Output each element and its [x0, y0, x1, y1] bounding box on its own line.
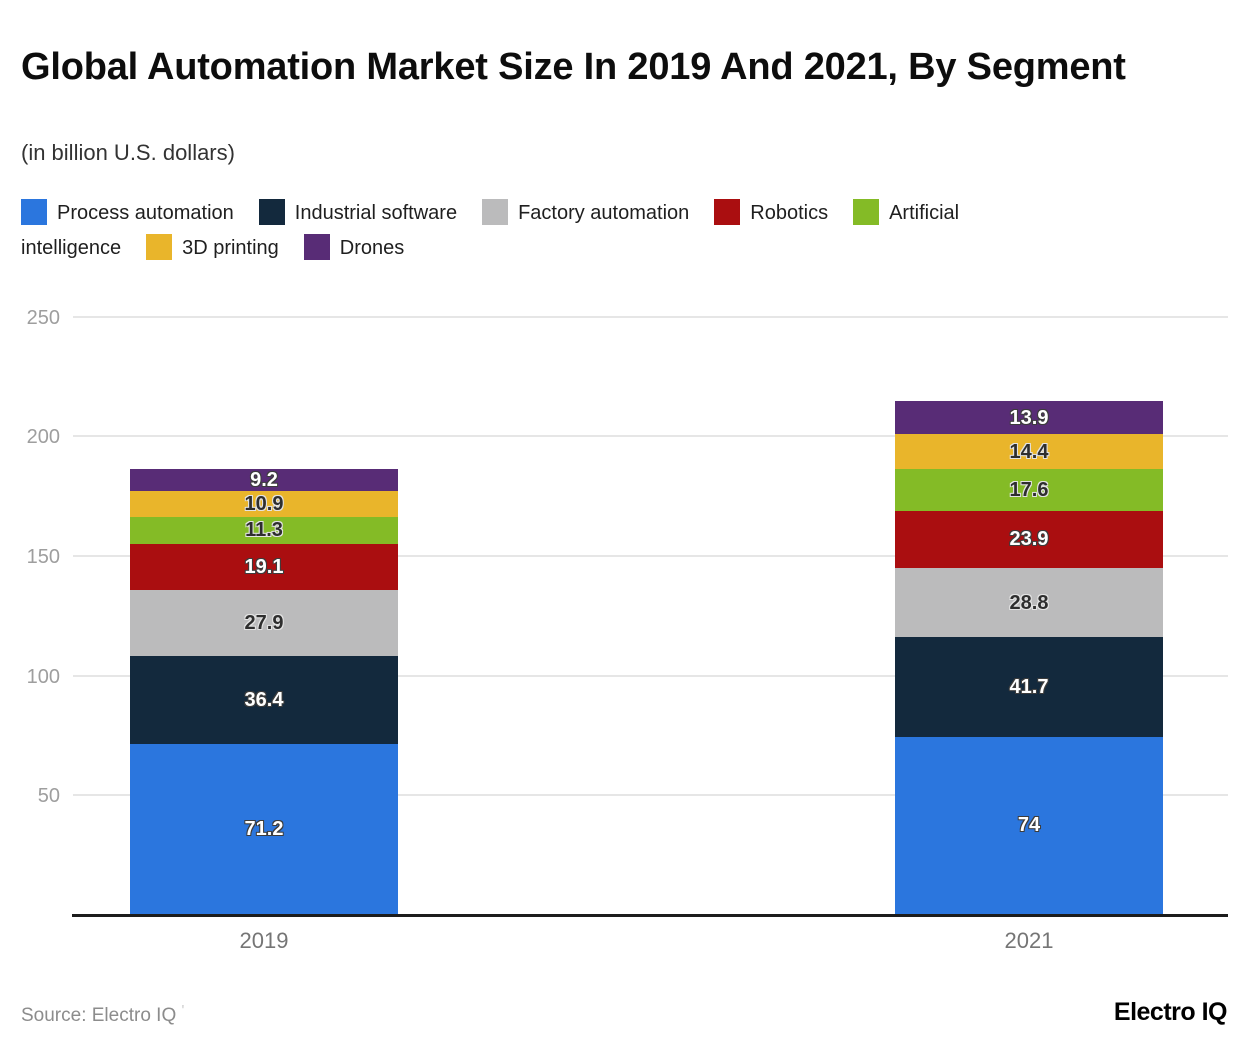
legend-swatch [853, 199, 880, 225]
x-axis-label-2019: 2019 [239, 928, 289, 953]
y-tick-label-150: 150 [26, 545, 60, 568]
legend-item-drones[interactable]: Drones [303, 234, 405, 260]
gridline-50 [73, 794, 1228, 797]
legend-swatch [303, 234, 330, 260]
gridline-150 [73, 554, 1228, 557]
legend-label: Robotics [750, 202, 829, 224]
segment-value-label: 23.9 [1009, 528, 1049, 551]
legend-item-robotics[interactable]: Robotics [714, 199, 829, 225]
gridline-100 [73, 674, 1228, 677]
x-axis-label-2021: 2021 [1004, 928, 1054, 953]
legend-swatch [714, 199, 741, 225]
bar-segment-2019-drones[interactable]: 9.2 [130, 468, 398, 491]
source-text: Source: Electro IQ [21, 1005, 177, 1026]
legend-label: Artificial intelligence [21, 202, 960, 259]
segment-value-label: 13.9 [1009, 406, 1049, 429]
y-tick-label-50: 50 [37, 785, 60, 808]
bar-segment-2021-drones[interactable]: 13.9 [895, 401, 1163, 435]
legend-label: Factory automation [518, 202, 690, 224]
bar-segment-2019-process-automation[interactable]: 71.2 [130, 743, 398, 914]
y-tick-label-100: 100 [26, 665, 60, 688]
bar-segment-2021-robotics[interactable]: 23.9 [895, 510, 1163, 569]
segment-value-label: 11.3 [245, 519, 283, 542]
segment-value-label: 9.2 [250, 468, 278, 491]
brand-logo: Electro IQ [1113, 998, 1228, 1026]
bar-segment-2019-robotics[interactable]: 19.1 [130, 543, 398, 590]
bar-segment-2019-3d-printing[interactable]: 10.9 [130, 490, 398, 517]
source-note: Source: Electro IQ ' [21, 1002, 184, 1027]
segment-value-label: 10.9 [244, 492, 284, 515]
bar-segment-2021-process-automation[interactable]: 74 [895, 736, 1163, 914]
segment-value-label: 71.2 [244, 817, 284, 840]
segment-value-label: 14.4 [1009, 440, 1049, 463]
y-tick-label-250: 250 [26, 306, 60, 329]
segment-value-label: 19.1 [244, 555, 284, 578]
source-mark: ' [181, 1002, 185, 1019]
bar-segment-2021-industrial-software[interactable]: 41.7 [895, 637, 1163, 737]
legend-label: Drones [339, 237, 405, 259]
bar-segment-2021-3d-printing[interactable]: 14.4 [895, 434, 1163, 469]
bar-segment-2021-artificial-intelligence[interactable]: 17.6 [895, 468, 1163, 511]
legend-item-3d-printing[interactable]: 3D printing [146, 234, 279, 260]
segment-value-label: 28.8 [1009, 591, 1049, 614]
legend-swatch [258, 199, 285, 225]
legend-swatch [146, 234, 173, 260]
bar-segment-2019-industrial-software[interactable]: 36.4 [130, 656, 398, 744]
legend-item-industrial-software[interactable]: Industrial software [258, 199, 458, 225]
bar-segment-2019-artificial-intelligence[interactable]: 11.3 [130, 516, 398, 544]
y-tick-label-200: 200 [26, 426, 60, 449]
stacked-bar-2021: 13.9 14.4 17.6 23.9 28.8 41.7 74 2021 [895, 401, 1163, 953]
bar-segment-2021-factory-automation[interactable]: 28.8 [895, 568, 1163, 638]
legend-label: Industrial software [294, 202, 458, 224]
legend: Process automation Industrial software Fac… [21, 196, 1071, 266]
segment-value-label: 41.7 [1009, 675, 1049, 698]
legend-label: 3D printing [182, 237, 279, 259]
gridline-200 [73, 435, 1228, 438]
legend-swatch [482, 199, 509, 225]
x-axis-line [72, 914, 1228, 917]
gridline-250 [73, 315, 1228, 318]
segment-value-label: 74 [1017, 814, 1041, 837]
plot-area: 50 100 150 200 250 9.2 10.9 11.3 19.1 27.9 36.4 71.… [27, 300, 1228, 953]
segment-value-label: 36.4 [244, 688, 284, 711]
legend-item-factory-automation[interactable]: Factory automation [482, 199, 690, 225]
bar-segment-2019-factory-automation[interactable]: 27.9 [130, 589, 398, 657]
chart-title: Global Automation Market Size In 2019 An… [21, 46, 1126, 89]
segment-value-label: 17.6 [1009, 478, 1049, 501]
legend-label: Process automation [57, 202, 234, 224]
legend-swatch [21, 199, 47, 225]
segment-value-label: 27.9 [244, 612, 284, 635]
legend-item-process-automation[interactable]: Process automation [21, 199, 234, 225]
stacked-bar-2019: 9.2 10.9 11.3 19.1 27.9 36.4 71.2 2019 [130, 468, 398, 953]
legend-item-artificial-intelligence[interactable]: Artificial intelligence [21, 199, 960, 259]
chart-subtitle: (in billion U.S. dollars) [21, 140, 235, 165]
